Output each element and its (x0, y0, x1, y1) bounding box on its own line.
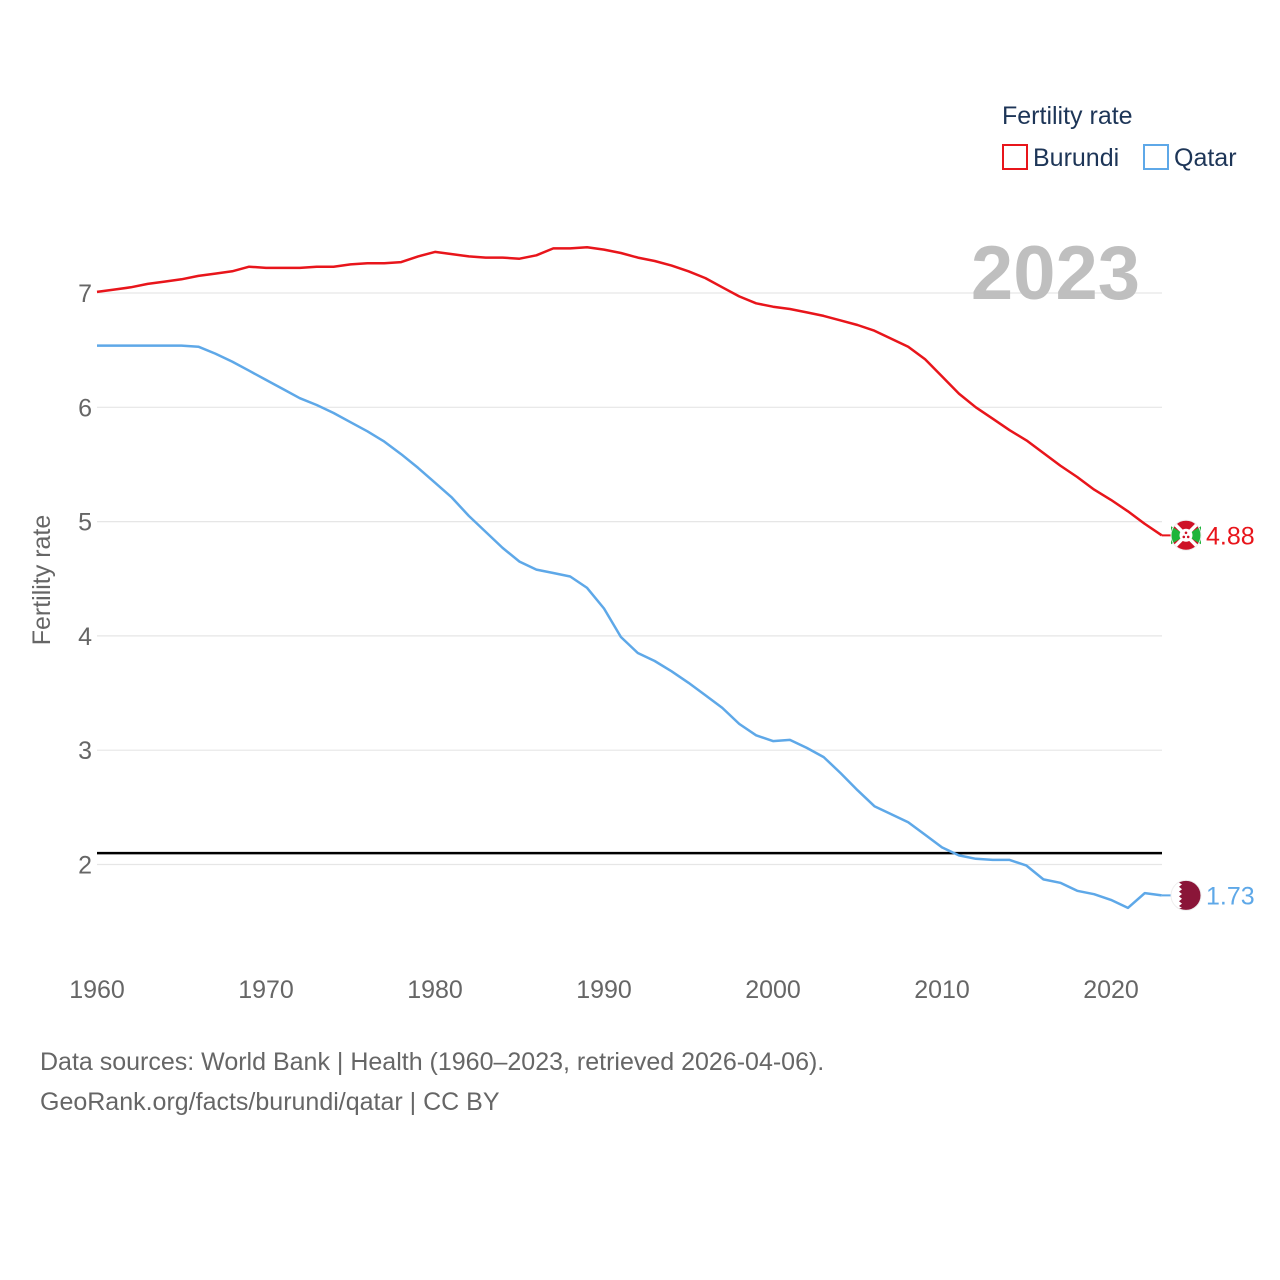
x-tick-label: 2000 (745, 976, 801, 1004)
y-tick-label: 4 (78, 623, 92, 651)
y-tick-label: 3 (78, 737, 92, 765)
data-source-note: Data sources: World Bank | Health (1960–… (40, 1048, 825, 1076)
grid-lines (97, 292, 1162, 866)
x-tick-label: 1980 (407, 976, 463, 1004)
legend-item-burundi[interactable]: Burundi (1002, 144, 1119, 172)
current-year-watermark: 2023 (971, 231, 1140, 316)
legend-title: Fertility rate (1002, 102, 1133, 130)
series-line-burundi (96, 246, 1163, 537)
legend-swatch-qatar (1143, 144, 1169, 170)
x-tick-label: 1960 (69, 976, 125, 1004)
legend-swatch-burundi (1002, 144, 1028, 170)
burundi-flag-icon (1170, 519, 1202, 551)
x-tick-label: 2020 (1083, 976, 1139, 1004)
x-tick-label: 1990 (576, 976, 632, 1004)
x-axis-ticks: 1960 1970 1980 1990 2000 2010 2020 (69, 976, 1139, 1004)
qatar-flag-icon (1170, 879, 1202, 911)
y-axis-label: Fertility rate (28, 515, 56, 646)
end-value-qatar: 1.73 (1206, 882, 1255, 910)
end-value-burundi: 4.88 (1206, 522, 1255, 550)
y-axis-ticks: 2 3 4 5 6 7 (78, 280, 92, 880)
footer: Data sources: World Bank | Health (1960–… (40, 1042, 824, 1122)
y-tick-label: 5 (78, 509, 92, 537)
legend: Fertility rate Burundi Qatar (1002, 102, 1237, 172)
legend-label-qatar: Qatar (1174, 144, 1237, 172)
y-tick-label: 7 (78, 280, 92, 308)
y-tick-label: 2 (78, 852, 92, 880)
y-tick-label: 6 (78, 394, 92, 422)
legend-item-qatar[interactable]: Qatar (1143, 144, 1237, 172)
legend-label-burundi: Burundi (1033, 144, 1119, 172)
end-marker-qatar: 1.73 (1170, 879, 1255, 911)
end-marker-burundi: 4.88 (1170, 519, 1255, 551)
series-lines (96, 246, 1186, 910)
x-tick-label: 2010 (914, 976, 970, 1004)
series-line-qatar (97, 344, 1162, 910)
x-tick-label: 1970 (238, 976, 294, 1004)
source-link[interactable]: GeoRank.org/facts/burundi/qatar | CC BY (40, 1088, 500, 1116)
